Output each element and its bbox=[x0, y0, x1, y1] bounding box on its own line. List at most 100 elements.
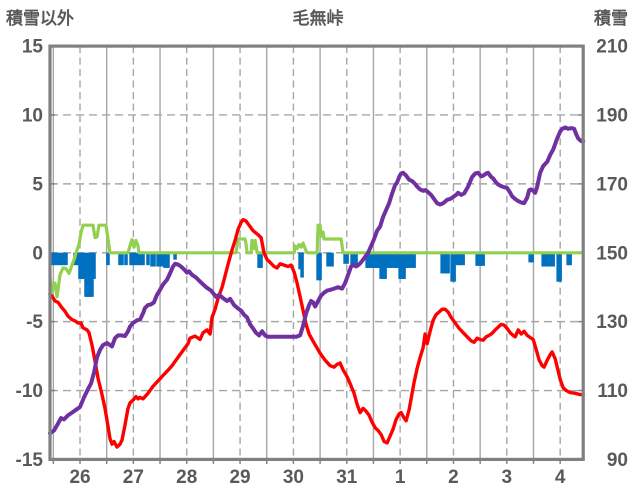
x-axis-tick-label: 28 bbox=[176, 467, 197, 488]
blue-bar bbox=[402, 252, 406, 279]
blue-bar bbox=[389, 252, 393, 268]
blue-bar bbox=[391, 252, 395, 268]
blue-bar bbox=[377, 252, 381, 268]
blue-bar bbox=[160, 252, 164, 267]
blue-bar bbox=[300, 252, 304, 278]
blue-bar bbox=[257, 252, 261, 268]
blue-bar bbox=[64, 252, 68, 266]
blue-bar bbox=[345, 252, 349, 264]
blue-bar bbox=[316, 252, 320, 281]
blue-bar bbox=[398, 252, 402, 279]
blue-bar bbox=[477, 252, 481, 266]
blue-bar bbox=[54, 252, 58, 266]
blue-bar bbox=[379, 252, 383, 279]
blue-bar bbox=[156, 252, 160, 267]
blue-bar bbox=[124, 252, 128, 266]
blue-bar bbox=[375, 252, 379, 268]
blue-bar bbox=[528, 252, 532, 263]
blue-bar bbox=[59, 252, 63, 266]
blue-bar bbox=[444, 252, 448, 274]
blue-bar bbox=[393, 252, 397, 268]
blue-bar bbox=[400, 252, 404, 279]
blue-bar bbox=[461, 252, 465, 266]
blue-bar bbox=[365, 252, 369, 268]
x-axis-tick-label: 4 bbox=[555, 467, 566, 488]
blue-bar bbox=[131, 252, 135, 266]
blue-bar bbox=[166, 252, 170, 268]
left-axis-tick-label: -15 bbox=[16, 450, 44, 471]
blue-bar bbox=[343, 252, 347, 264]
x-axis-tick-label: 3 bbox=[502, 467, 513, 488]
blue-bar bbox=[80, 252, 84, 279]
x-axis-tick-label: 26 bbox=[69, 467, 90, 488]
blue-bar bbox=[92, 252, 96, 279]
blue-bar bbox=[556, 252, 560, 282]
blue-bar bbox=[298, 252, 302, 270]
chart-title: 毛無峠 bbox=[292, 9, 344, 28]
blue-bar bbox=[558, 252, 562, 282]
blue-bar bbox=[446, 252, 450, 274]
blue-bar bbox=[62, 252, 66, 266]
right-axis-title: 積雪 bbox=[594, 9, 628, 28]
blue-bar bbox=[452, 252, 456, 282]
blue-bar bbox=[118, 252, 122, 266]
left-axis-tick-label: 5 bbox=[32, 174, 43, 195]
x-axis-tick-label: 27 bbox=[123, 467, 144, 488]
blue-bar bbox=[78, 252, 82, 279]
blue-bar bbox=[551, 252, 555, 267]
blue-bar bbox=[326, 252, 330, 267]
blue-bar bbox=[530, 252, 534, 263]
blue-bar bbox=[383, 252, 387, 279]
blue-bar bbox=[543, 252, 547, 267]
left-axis-tick-label: 0 bbox=[32, 243, 43, 264]
blue-bar bbox=[88, 252, 92, 297]
blue-bar bbox=[152, 252, 156, 267]
right-axis-tick-label: 150 bbox=[596, 243, 628, 264]
right-axis-tick-label: 210 bbox=[596, 37, 628, 58]
blue-bar bbox=[137, 252, 141, 266]
blue-bar bbox=[129, 252, 133, 266]
blue-bar bbox=[541, 252, 545, 267]
blue-bar bbox=[395, 252, 399, 268]
x-axis-tick-label: 31 bbox=[336, 467, 358, 488]
blue-bar bbox=[84, 252, 88, 297]
blue-bar bbox=[106, 252, 110, 266]
right-axis-tick-label: 130 bbox=[596, 312, 628, 333]
blue-bar bbox=[57, 252, 61, 266]
right-axis-tick-label: 190 bbox=[596, 105, 628, 126]
blue-bar bbox=[82, 252, 86, 279]
x-axis-tick-label: 2 bbox=[448, 467, 459, 488]
blue-bar bbox=[440, 252, 444, 274]
blue-bar bbox=[51, 252, 55, 266]
right-axis-tick-label: 90 bbox=[607, 450, 628, 471]
left-axis-tick-label: 10 bbox=[22, 105, 43, 126]
blue-bar bbox=[546, 252, 550, 267]
right-axis-tick-label: 110 bbox=[597, 381, 628, 402]
blue-bar bbox=[141, 252, 145, 266]
x-axis-tick-label: 1 bbox=[395, 467, 406, 488]
blue-bar bbox=[455, 252, 459, 266]
blue-bar bbox=[75, 252, 79, 266]
blue-bar bbox=[481, 252, 485, 266]
blue-bar bbox=[330, 252, 334, 267]
blue-bar bbox=[367, 252, 371, 268]
blue-bar bbox=[259, 252, 263, 268]
blue-bar bbox=[146, 252, 150, 266]
blue-bar bbox=[134, 252, 138, 266]
blue-bar bbox=[173, 252, 177, 260]
purple-series-line bbox=[48, 125, 586, 436]
blue-bar bbox=[412, 252, 416, 268]
red-series-line bbox=[48, 217, 585, 449]
blue-bar bbox=[387, 252, 391, 268]
blue-bar bbox=[352, 252, 356, 267]
blue-bar bbox=[120, 252, 124, 266]
blue-bar bbox=[566, 252, 570, 266]
right-axis-tick-label: 170 bbox=[596, 174, 628, 195]
blue-bar bbox=[410, 252, 414, 268]
blue-bar bbox=[568, 252, 572, 266]
blue-bar bbox=[86, 252, 90, 297]
x-axis-tick-label: 30 bbox=[283, 467, 304, 488]
blue-bar bbox=[371, 252, 375, 268]
blue-bar bbox=[90, 252, 94, 297]
